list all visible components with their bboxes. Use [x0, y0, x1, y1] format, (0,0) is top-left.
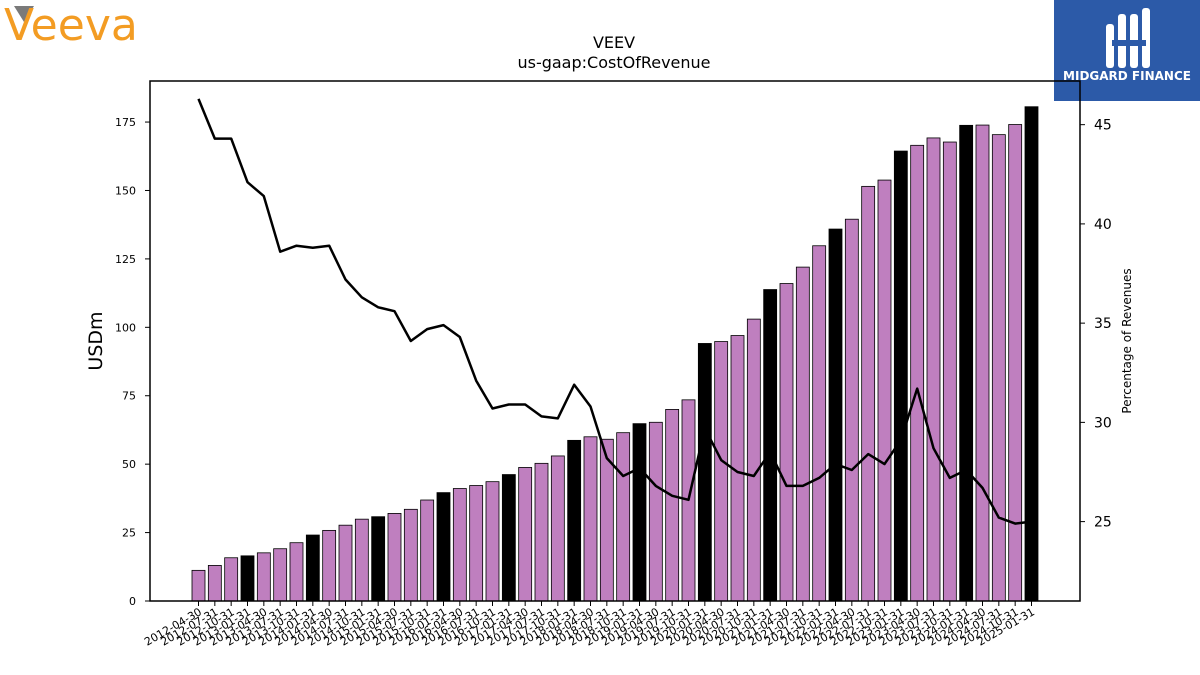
- bar-2022-04-30: [844, 218, 859, 602]
- bar-2013-10-31: [289, 542, 304, 602]
- bar-2018-10-31: [616, 432, 631, 602]
- bar-2023-07-31: [926, 137, 941, 602]
- percentage-line-series: [197, 98, 1032, 525]
- bar-2012-04-30: [191, 569, 206, 602]
- veeva-logo: Veeva: [4, 0, 174, 51]
- chart-title: VEEV: [593, 33, 635, 52]
- bar-2020-04-30: [714, 341, 729, 602]
- bar-2013-01-31: [240, 555, 255, 602]
- logo-wordmark: Veeva: [4, 2, 138, 46]
- y2-tick-label: 45: [1094, 118, 1112, 134]
- bar-2016-04-30: [452, 488, 467, 602]
- bar-2018-04-30: [583, 436, 598, 602]
- bar-series: [191, 106, 1039, 602]
- bar-2021-04-30: [779, 283, 794, 602]
- bar-2016-01-31: [436, 492, 451, 602]
- bar-2014-10-31: [354, 518, 369, 602]
- bar-2023-10-31: [942, 141, 957, 602]
- logo-triangle-icon: [14, 6, 34, 22]
- y2-tick-label: 25: [1094, 515, 1112, 531]
- bar-2023-04-30: [910, 144, 925, 602]
- bar-2015-07-31: [403, 508, 418, 602]
- y2-axis: 25 30 35 40 45: [1080, 118, 1112, 531]
- bar-2021-10-31: [812, 245, 827, 602]
- bar-2017-07-31: [534, 462, 549, 602]
- bar-2017-10-31: [550, 455, 565, 602]
- midgard-badge-graphic: MIDGARD FINANCE: [1054, 0, 1200, 101]
- y-tick-label: 75: [122, 390, 136, 403]
- y-tick-label: 0: [129, 595, 136, 608]
- midgard-emblem-icon: [1106, 8, 1150, 68]
- bar-2022-10-31: [877, 179, 892, 602]
- midgard-finance-badge: MIDGARD FINANCE: [1054, 0, 1200, 101]
- chart-subtitle: us-gaap:CostOfRevenue: [517, 53, 710, 72]
- y-tick-label: 25: [122, 527, 136, 540]
- x-axis: 2012-04-302012-07-312012-10-312013-01-31…: [142, 601, 1037, 649]
- bar-2019-07-31: [665, 409, 680, 602]
- bar-2024-10-31: [1008, 124, 1023, 602]
- bar-2014-04-30: [322, 529, 337, 602]
- veeva-logo-mark: Veeva: [4, 0, 138, 51]
- y2-tick-label: 35: [1094, 316, 1112, 332]
- bar-2017-01-31: [501, 474, 516, 602]
- bar-2016-10-31: [485, 481, 500, 602]
- badge-background: [1054, 0, 1200, 101]
- y-axis-label: USDm: [85, 311, 107, 370]
- percentage-line: [197, 98, 1032, 525]
- bar-2016-07-31: [469, 485, 484, 602]
- bar-2020-01-31: [697, 343, 712, 602]
- bar-2015-10-31: [420, 499, 435, 602]
- bar-2023-01-31: [893, 150, 908, 602]
- plot-frame: [149, 80, 1081, 602]
- bar-2012-10-31: [224, 557, 239, 602]
- bar-2017-04-30: [518, 467, 533, 602]
- y2-tick-label: 30: [1094, 415, 1112, 431]
- y-tick-label: 100: [115, 321, 136, 334]
- bar-2012-07-31: [207, 565, 222, 602]
- bar-2018-01-31: [567, 439, 582, 602]
- y2-axis-label: Percentage of Revenues: [1120, 268, 1134, 413]
- y2-tick-label: 40: [1094, 217, 1112, 233]
- bar-2022-07-31: [861, 185, 876, 602]
- bar-2025-01-31: [1024, 106, 1039, 602]
- y-tick-label: 150: [115, 184, 136, 197]
- bar-2024-04-30: [975, 124, 990, 602]
- bar-2014-07-31: [338, 524, 353, 602]
- bar-2022-01-31: [828, 228, 843, 602]
- y-tick-label: 125: [115, 253, 136, 266]
- bar-2021-07-31: [795, 266, 810, 602]
- bar-2013-04-30: [256, 552, 271, 602]
- bar-2014-01-31: [305, 534, 320, 602]
- bar-2019-01-31: [632, 423, 647, 602]
- y-tick-label: 175: [115, 116, 136, 129]
- bar-2013-07-31: [273, 548, 288, 602]
- bar-2015-04-30: [387, 513, 402, 602]
- bar-2024-01-31: [959, 124, 974, 602]
- bar-2021-01-31: [763, 289, 778, 602]
- bar-2020-10-31: [746, 318, 761, 602]
- bar-2019-04-30: [648, 421, 663, 602]
- y-axis: 0 25 50 75 100 125 150 175: [115, 116, 150, 608]
- bar-2015-01-31: [371, 516, 386, 602]
- badge-text: MIDGARD FINANCE: [1063, 69, 1191, 83]
- y-tick-label: 50: [122, 458, 136, 471]
- bar-2024-07-31: [991, 134, 1006, 602]
